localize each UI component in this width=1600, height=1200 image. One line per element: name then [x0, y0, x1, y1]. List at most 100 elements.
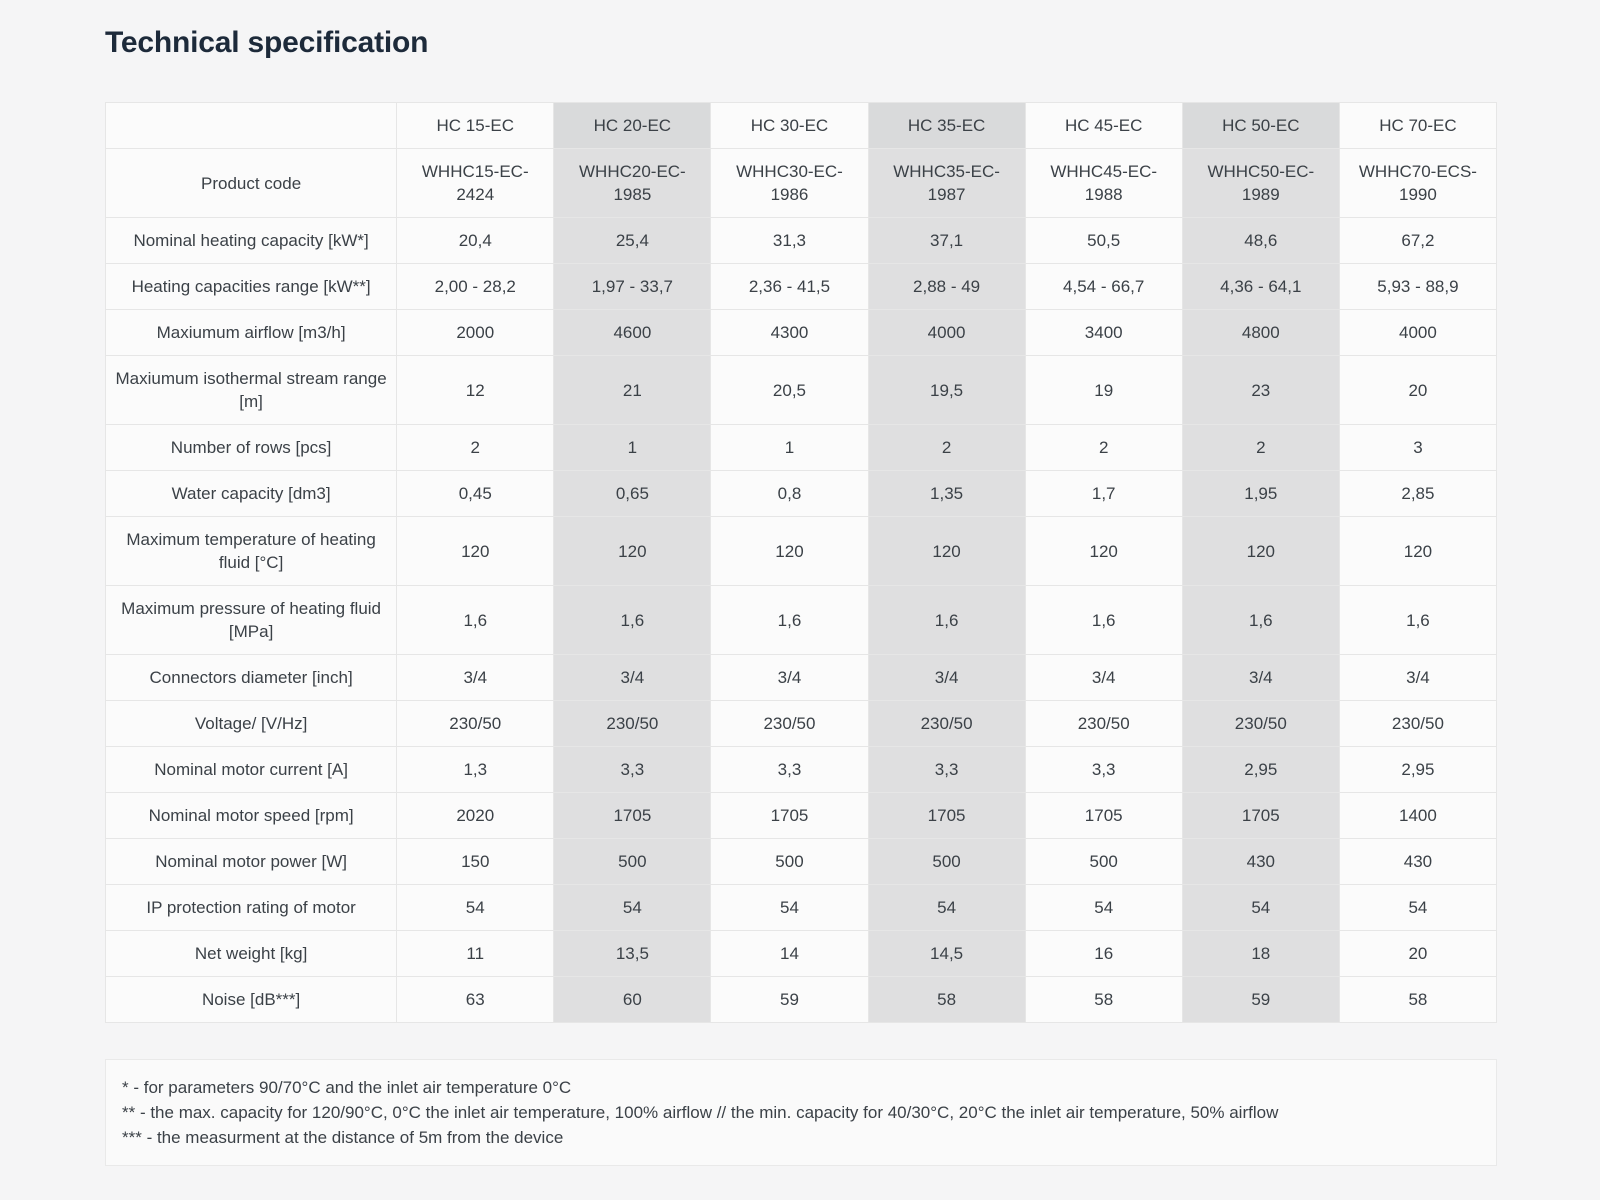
column-header-hc-45-ec: HC 45-EC	[1024, 102, 1183, 149]
table-cell: 1,6	[1338, 585, 1498, 655]
table-cell: 3/4	[867, 654, 1026, 701]
table-cell: 4600	[553, 309, 712, 356]
row-label: Nominal motor power [W]	[104, 838, 398, 885]
table-cell: 11	[396, 930, 555, 977]
row-label: Nominal motor current [A]	[104, 746, 398, 793]
row-label: Product code	[104, 148, 398, 218]
table-cell: 2	[1024, 424, 1183, 471]
table-cell: 3/4	[1338, 654, 1498, 701]
table-cell: 4300	[710, 309, 869, 356]
table-cell: 0,45	[396, 470, 555, 517]
table-cell: 25,4	[553, 217, 712, 264]
table-cell: 58	[867, 976, 1026, 1023]
table-cell: 0,65	[553, 470, 712, 517]
table-cell: 50,5	[1024, 217, 1183, 264]
footnotes-box: * - for parameters 90/70°C and the inlet…	[105, 1059, 1497, 1166]
table-row: Nominal heating capacity [kW*] 20,4 25,4 31…	[104, 217, 1498, 264]
table-cell: 1705	[553, 792, 712, 839]
table-cell: 3,3	[553, 746, 712, 793]
table-row: Maximum pressure of heating fluid [MPa] 1…	[104, 585, 1498, 655]
table-cell: 120	[396, 516, 555, 586]
row-label: Maxiumum isothermal stream range [m]	[104, 355, 398, 425]
table-row: Nominal motor speed [rpm] 2020 1705 1705 170…	[104, 792, 1498, 839]
table-row: Net weight [kg] 11 13,5 14 14,5 16 18 20	[104, 930, 1498, 977]
table-cell: 2020	[396, 792, 555, 839]
table-cell: 230/50	[1024, 700, 1183, 747]
table-cell: 20,5	[710, 355, 869, 425]
table-cell: 120	[710, 516, 869, 586]
table-cell: 20,4	[396, 217, 555, 264]
table-cell: 14,5	[867, 930, 1026, 977]
table-cell: 230/50	[553, 700, 712, 747]
table-cell: 1	[710, 424, 869, 471]
row-label: Maximum temperature of heating fluid [°C…	[104, 516, 398, 586]
table-cell: 14	[710, 930, 869, 977]
table-cell: 18	[1181, 930, 1340, 977]
table-cell: WHHC50-EC- 1989	[1181, 148, 1340, 218]
table-cell: 60	[553, 976, 712, 1023]
table-cell: 4,54 - 66,7	[1024, 263, 1183, 310]
table-cell: 1,6	[867, 585, 1026, 655]
table-cell: 150	[396, 838, 555, 885]
row-label: Water capacity [dm3]	[104, 470, 398, 517]
table-cell: 59	[710, 976, 869, 1023]
table-cell: WHHC15-EC- 2424	[396, 148, 555, 218]
table-row: Product code WHHC15-EC- 2424 WHHC20-EC- 19…	[104, 148, 1498, 218]
table-row: Number of rows [pcs] 2 1 1 2 2 2 3	[104, 424, 1498, 471]
table-cell: 1,3	[396, 746, 555, 793]
table-cell: 54	[867, 884, 1026, 931]
table-cell: 4800	[1181, 309, 1340, 356]
footnote: *** - the measurment at the distance of …	[122, 1128, 564, 1147]
table-cell: 2,95	[1338, 746, 1498, 793]
row-label: Noise [dB***]	[104, 976, 398, 1023]
row-label: Heating capacities range [kW**]	[104, 263, 398, 310]
table-row: Maxiumum isothermal stream range [m] 12 21…	[104, 355, 1498, 425]
table-cell: 19,5	[867, 355, 1026, 425]
table-cell: 3400	[1024, 309, 1183, 356]
table-cell: 1,95	[1181, 470, 1340, 517]
table-cell: 230/50	[1338, 700, 1498, 747]
table-cell: 120	[553, 516, 712, 586]
table-cell: 3,3	[1024, 746, 1183, 793]
table-cell: 54	[1338, 884, 1498, 931]
table-cell: 3	[1338, 424, 1498, 471]
table-cell: 2000	[396, 309, 555, 356]
table-cell: 1705	[710, 792, 869, 839]
table-cell: 2	[1181, 424, 1340, 471]
table-cell: 5,93 - 88,9	[1338, 263, 1498, 310]
table-cell: 23	[1181, 355, 1340, 425]
table-cell: 3/4	[396, 654, 555, 701]
table-cell: 1,35	[867, 470, 1026, 517]
column-header-hc-20-ec: HC 20-EC	[553, 102, 712, 149]
table-cell: WHHC45-EC- 1988	[1024, 148, 1183, 218]
row-label: Nominal motor speed [rpm]	[104, 792, 398, 839]
table-cell: 1,6	[1024, 585, 1183, 655]
table-cell: 1705	[867, 792, 1026, 839]
column-header-hc-15-ec: HC 15-EC	[396, 102, 555, 149]
table-cell: 230/50	[867, 700, 1026, 747]
table-cell: WHHC35-EC- 1987	[867, 148, 1026, 218]
table-cell: 3/4	[1181, 654, 1340, 701]
table-cell: 1705	[1024, 792, 1183, 839]
table-row: Nominal motor current [A] 1,3 3,3 3,3 3,3 3,3…	[104, 746, 1498, 793]
table-header: HC 15-EC HC 20-EC HC 30-EC HC 35-EC HC 45-EC…	[104, 102, 1498, 149]
table-cell: 2	[867, 424, 1026, 471]
row-label: Connectors diameter [inch]	[104, 654, 398, 701]
table-cell: 2	[396, 424, 555, 471]
column-header-hc-50-ec: HC 50-EC	[1181, 102, 1340, 149]
table-cell: 2,95	[1181, 746, 1340, 793]
table-cell: 54	[1024, 884, 1183, 931]
footnote: ** - the max. capacity for 120/90°C, 0°C…	[122, 1103, 1279, 1122]
table-cell: 58	[1024, 976, 1183, 1023]
table-cell: 230/50	[1181, 700, 1340, 747]
table-cell: 3/4	[710, 654, 869, 701]
table-cell: 1,6	[1181, 585, 1340, 655]
page: Technical specification HC 15-EC HC 20-EC…	[104, 26, 1498, 1166]
header-row: HC 15-EC HC 20-EC HC 30-EC HC 35-EC HC 45-EC…	[104, 102, 1498, 149]
row-label: Maxiumum airflow [m3/h]	[104, 309, 398, 356]
table-cell: 0,8	[710, 470, 869, 517]
table-row: Maximum temperature of heating fluid [°C…	[104, 516, 1498, 586]
row-label: IP protection rating of motor	[104, 884, 398, 931]
table-cell: 1705	[1181, 792, 1340, 839]
table-cell: 4000	[867, 309, 1026, 356]
